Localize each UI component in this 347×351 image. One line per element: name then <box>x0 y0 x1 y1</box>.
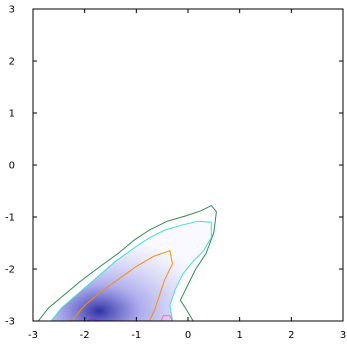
density-fill <box>51 221 212 321</box>
y-tick-label: 2 <box>9 57 15 68</box>
y-tick-label: 0 <box>9 161 15 172</box>
x-axis-tick-labels: -3 -2 -1 0 1 2 3 <box>28 330 346 341</box>
contour-lines <box>37 204 217 321</box>
axis-ticks <box>32 8 344 322</box>
x-tick-label: 0 <box>185 330 191 341</box>
x-tick-label: -1 <box>131 330 141 341</box>
x-tick-label: 2 <box>288 330 294 341</box>
y-axis-tick-labels: -3 -2 -1 0 1 2 3 <box>5 5 15 328</box>
x-tick-label: -3 <box>28 330 38 341</box>
y-tick-label: -1 <box>5 213 15 224</box>
x-tick-label: -2 <box>80 330 90 341</box>
contour-line-0 <box>37 204 217 321</box>
y-tick-label: 1 <box>9 109 15 120</box>
density-region <box>51 221 212 321</box>
plot-frame <box>32 8 344 322</box>
contour-line-2 <box>71 250 174 321</box>
y-tick-label: -2 <box>5 265 15 276</box>
x-tick-label: 3 <box>340 330 346 341</box>
x-tick-label: 1 <box>236 330 242 341</box>
y-tick-label: -3 <box>5 317 15 328</box>
contour-line-3 <box>160 315 173 321</box>
contour-line-4 <box>87 317 98 321</box>
y-tick-label: 3 <box>9 5 15 16</box>
contour-line-1 <box>50 220 212 321</box>
